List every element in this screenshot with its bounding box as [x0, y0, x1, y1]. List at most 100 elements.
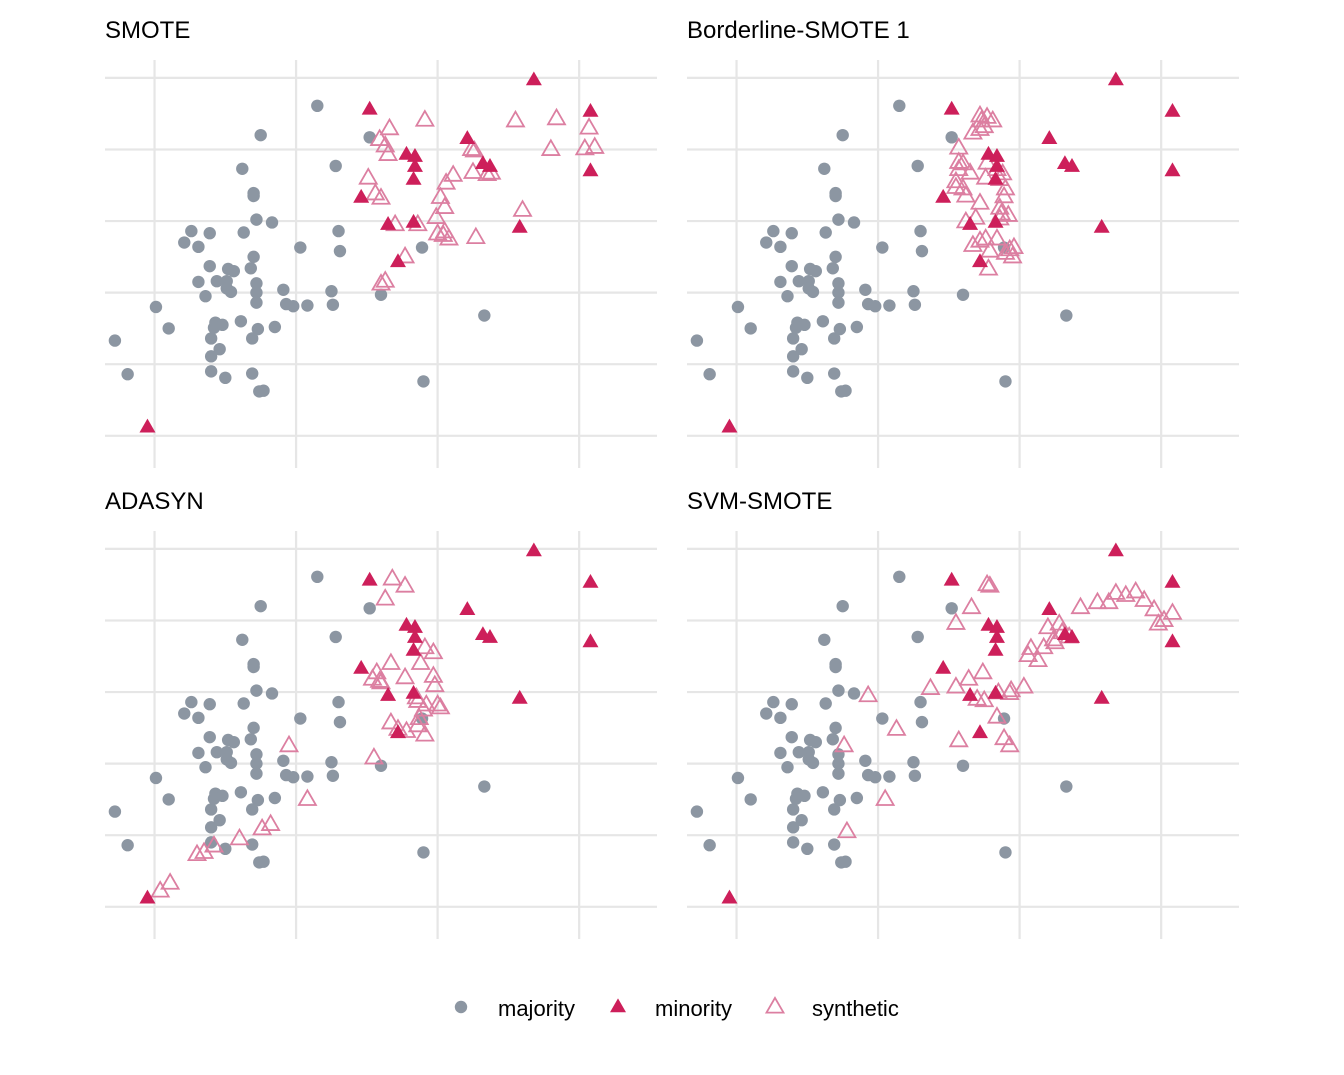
- majority-point: [257, 384, 270, 397]
- majority-point: [836, 599, 849, 613]
- majority-point: [869, 300, 882, 313]
- minority-point: [1107, 71, 1124, 86]
- minority-point: [988, 629, 1005, 643]
- majority-point: [333, 244, 347, 258]
- legend-item-majority: majority: [454, 996, 575, 1021]
- majority-point: [192, 746, 205, 760]
- majority-point: [250, 767, 263, 780]
- minority-point: [389, 253, 406, 268]
- majority-point: [956, 288, 970, 301]
- majority-point: [744, 322, 757, 335]
- majority-point: [792, 274, 806, 288]
- majority-point: [956, 759, 970, 772]
- minority-point: [721, 418, 738, 433]
- minority-point: [721, 889, 738, 904]
- synthetic-point: [584, 136, 605, 154]
- points: [690, 71, 1181, 433]
- synthetic-point: [370, 187, 392, 205]
- majority-point: [744, 793, 757, 806]
- majority-point: [690, 334, 704, 347]
- majority-point: [199, 290, 212, 303]
- legend-label-minority: minority: [655, 996, 732, 1021]
- synthetic-point: [992, 162, 1013, 181]
- synthetic-point: [1044, 631, 1066, 650]
- minority-point: [481, 629, 498, 643]
- minority-point: [1164, 102, 1181, 117]
- synthetic-point: [396, 720, 417, 738]
- synthetic-point: [945, 676, 966, 694]
- synthetic-point: [297, 788, 318, 806]
- majority-point: [760, 236, 773, 249]
- minority-point: [139, 418, 156, 433]
- majority-point: [192, 711, 205, 725]
- synthetic-point: [945, 612, 966, 630]
- points: [690, 542, 1183, 904]
- majority-point: [250, 213, 263, 226]
- synthetic-point: [512, 199, 533, 217]
- majority-point: [203, 227, 216, 240]
- synthetic-point: [979, 240, 1000, 258]
- majority-point: [250, 296, 263, 309]
- synthetic-point: [414, 724, 435, 742]
- minority-point: [511, 218, 528, 233]
- panel-4: SVM-SMOTE: [687, 488, 1239, 939]
- majority-point: [244, 733, 257, 746]
- synthetic-point: [974, 115, 995, 134]
- synthetic-point: [945, 170, 966, 189]
- majority-point: [893, 570, 906, 584]
- majority-point: [832, 757, 845, 770]
- majority-point: [326, 769, 340, 782]
- synthetic-point: [999, 734, 1020, 753]
- majority-point: [250, 277, 263, 290]
- majority-point: [785, 227, 798, 240]
- synthetic-point: [858, 684, 879, 703]
- synthetic-point: [969, 192, 991, 210]
- minority-point: [405, 684, 422, 699]
- majority-point: [178, 236, 191, 249]
- majority-point: [816, 315, 830, 328]
- majority-point: [833, 793, 847, 807]
- minority-point: [406, 158, 423, 172]
- majority-point: [914, 695, 927, 709]
- minority-point: [405, 213, 422, 228]
- majority-point: [162, 793, 175, 806]
- synthetic-point: [414, 636, 435, 655]
- synthetic-point: [369, 670, 390, 688]
- majority-point: [250, 748, 263, 761]
- majority-point: [363, 602, 376, 615]
- majority-point: [806, 285, 820, 299]
- synthetic-point: [969, 230, 991, 248]
- synthetic-point: [252, 817, 273, 836]
- majority-point: [786, 836, 800, 849]
- synthetic-point: [424, 674, 445, 693]
- synthetic-point: [993, 727, 1015, 746]
- legend-item-synthetic: synthetic: [764, 996, 899, 1021]
- synthetic-point: [430, 696, 451, 715]
- majority-point: [254, 128, 267, 142]
- majority-point: [265, 687, 279, 700]
- synthetic-point: [978, 258, 999, 276]
- majority-point: [192, 275, 205, 289]
- majority-point: [731, 771, 745, 785]
- majority-point: [108, 805, 122, 818]
- majority-point: [332, 695, 345, 709]
- synthetic-point: [278, 734, 300, 753]
- minority-point: [988, 619, 1005, 633]
- minority-point: [1041, 130, 1058, 145]
- majority-point: [294, 241, 307, 254]
- majority-point: [203, 698, 216, 711]
- synthetic-point: [186, 843, 208, 862]
- majority-point: [859, 754, 872, 767]
- synthetic-point: [962, 234, 983, 252]
- majority-point: [219, 371, 232, 385]
- majority-point: [829, 250, 842, 264]
- majority-point: [244, 262, 257, 275]
- minority-point: [1063, 158, 1080, 172]
- majority-point: [883, 770, 896, 783]
- majority-point: [185, 695, 198, 709]
- majority-point: [329, 630, 342, 644]
- majority-point: [774, 240, 787, 254]
- minority-point: [582, 102, 599, 117]
- synthetic-point: [423, 665, 444, 683]
- gridlines: [687, 60, 1239, 468]
